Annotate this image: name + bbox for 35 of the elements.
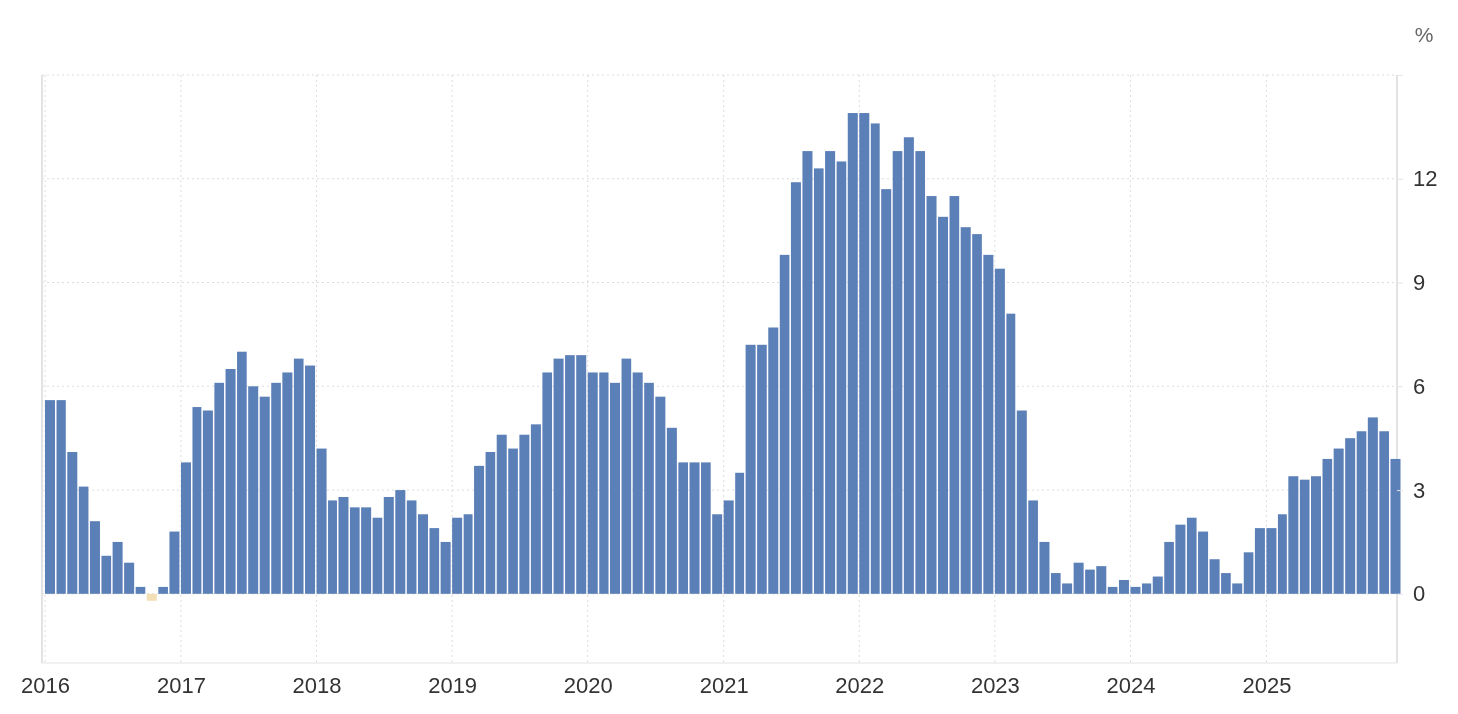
bar — [1243, 552, 1254, 594]
bar — [146, 593, 157, 601]
bar — [1299, 479, 1310, 594]
y-tick-label: 12 — [1413, 166, 1438, 192]
bar — [406, 500, 417, 594]
bar — [372, 517, 383, 594]
y-tick-label: 0 — [1413, 581, 1426, 607]
x-tick-label: 2020 — [563, 672, 613, 698]
x-tick-label: 2017 — [156, 672, 206, 698]
bar — [779, 254, 790, 594]
bar — [892, 151, 903, 594]
x-tick-label: 2018 — [292, 672, 342, 698]
bar — [1356, 431, 1367, 594]
y-tick-label: 3 — [1413, 477, 1426, 503]
x-tick-label: 2019 — [428, 672, 478, 698]
bar — [1322, 458, 1333, 594]
bar — [78, 486, 89, 594]
x-tick-label: 2023 — [970, 672, 1020, 698]
bar — [135, 586, 146, 594]
x-tick-label: 2025 — [1242, 672, 1292, 698]
bar — [1107, 586, 1118, 594]
x-tick-label: 2021 — [699, 672, 749, 698]
bar — [45, 400, 56, 594]
x-tick-label: 2016 — [21, 672, 70, 698]
bar — [949, 196, 960, 594]
x-tick-label: 2024 — [1106, 672, 1156, 698]
bar — [621, 358, 632, 594]
bar — [836, 161, 847, 594]
x-tick-label: 2022 — [835, 672, 885, 698]
y-axis-title: % — [1414, 23, 1434, 46]
y-tick-label: 9 — [1413, 270, 1426, 296]
bar — [1310, 476, 1322, 594]
y-tick-label: 6 — [1413, 373, 1426, 399]
bar — [485, 452, 496, 594]
bar — [1141, 583, 1152, 594]
